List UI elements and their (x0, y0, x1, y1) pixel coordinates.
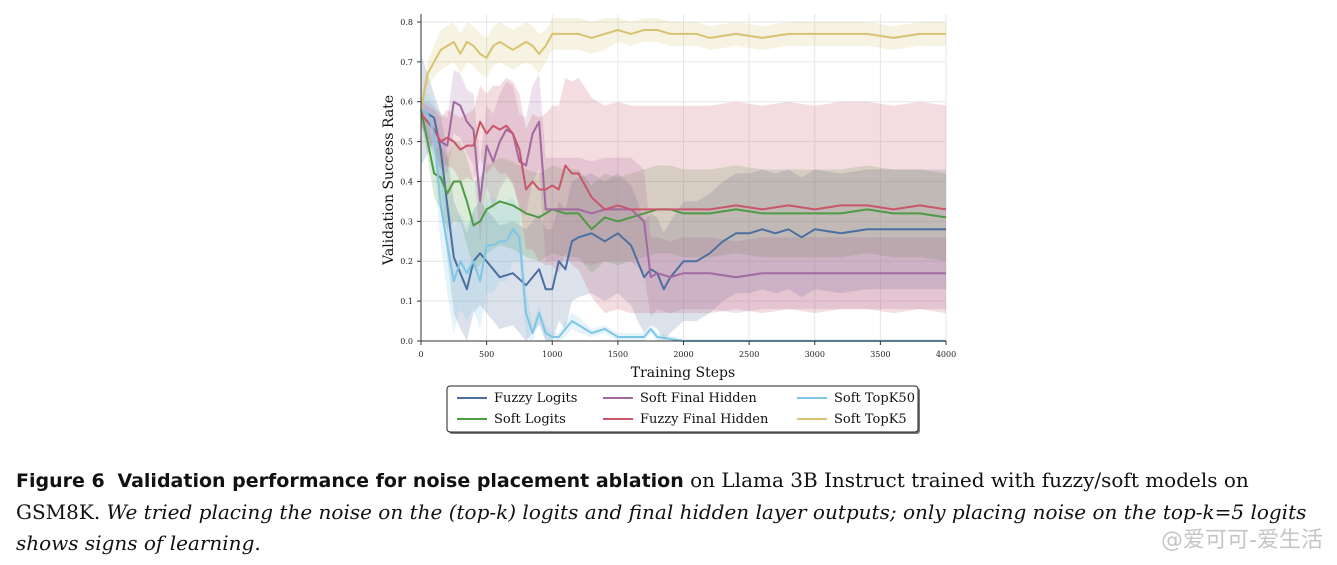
x-tick-label: 1500 (608, 350, 628, 359)
legend-label-soft-logits: Soft Logits (494, 412, 566, 427)
x-tick-label: 1000 (542, 350, 562, 359)
legend-label-fuzzy-final-hidden: Fuzzy Final Hidden (640, 412, 769, 427)
y-tick-label: 0.3 (400, 217, 413, 226)
chart: 0 500 1000 1500 2000 2500 3000 3500 4000 0.0 0.1 0.… (381, 14, 956, 434)
y-tick-label: 0.1 (400, 297, 413, 306)
line-soft-topk50 (420, 108, 946, 342)
x-tick-label: 3000 (805, 350, 825, 359)
line-soft-final-hidden (420, 100, 946, 279)
y-tick-label: 0.4 (400, 177, 413, 186)
x-tick-label: 2500 (739, 350, 759, 359)
legend-label-soft-topk5: Soft TopK5 (834, 412, 907, 427)
legend-label-fuzzy-logits: Fuzzy Logits (494, 391, 577, 406)
y-tick-label: 0.2 (400, 257, 413, 266)
y-axis-label: Validation Success Rate (381, 95, 397, 266)
y-tick-label: 0.5 (400, 138, 413, 147)
x-tick-label: 3500 (870, 350, 890, 359)
axes (417, 14, 947, 345)
band-soft-final-hidden (421, 69, 946, 318)
band-soft-topk5 (421, 18, 946, 118)
figure-caption: Figure 6 Validation performance for nois… (16, 465, 1324, 559)
legend: Fuzzy Logits Soft Logits Soft Final Hidden… (446, 385, 920, 434)
x-axis-label: Training Steps (631, 365, 735, 381)
x-tick-label: 500 (479, 350, 494, 359)
y-tick-label: 0.0 (400, 337, 413, 346)
caption-title: Validation performance for noise placeme… (117, 470, 684, 492)
line-soft-topk5 (420, 29, 946, 110)
grid (420, 14, 947, 342)
caption-italic: We tried placing the noise on the (top-k… (16, 500, 1307, 555)
band-fuzzy-logits (421, 53, 946, 342)
series-lines (420, 29, 947, 342)
watermark: @爱可可-爱生活 (1161, 528, 1323, 553)
tick-labels: 0 500 1000 1500 2000 2500 3000 3500 4000 0.0 0.1 0.… (400, 18, 956, 359)
line-fuzzy-final-hidden (420, 113, 947, 211)
x-tick-label: 0 (418, 350, 423, 359)
figure-label: Figure 6 (16, 470, 105, 492)
line-soft-logits (420, 109, 947, 231)
caption-body: on Llama 3B Instruct trained with fuzzy/… (16, 468, 1249, 524)
y-tick-label: 0.6 (400, 98, 413, 107)
legend-label-soft-topk50: Soft TopK50 (834, 391, 915, 406)
band-fuzzy-final-hidden (421, 77, 946, 314)
y-tick-label: 0.8 (400, 18, 413, 27)
y-tick-label: 0.7 (400, 58, 413, 67)
legend-label-soft-final-hidden: Soft Final Hidden (640, 391, 757, 406)
x-tick-label: 4000 (936, 350, 956, 359)
x-tick-label: 2000 (673, 350, 693, 359)
line-fuzzy-logits (420, 108, 946, 291)
